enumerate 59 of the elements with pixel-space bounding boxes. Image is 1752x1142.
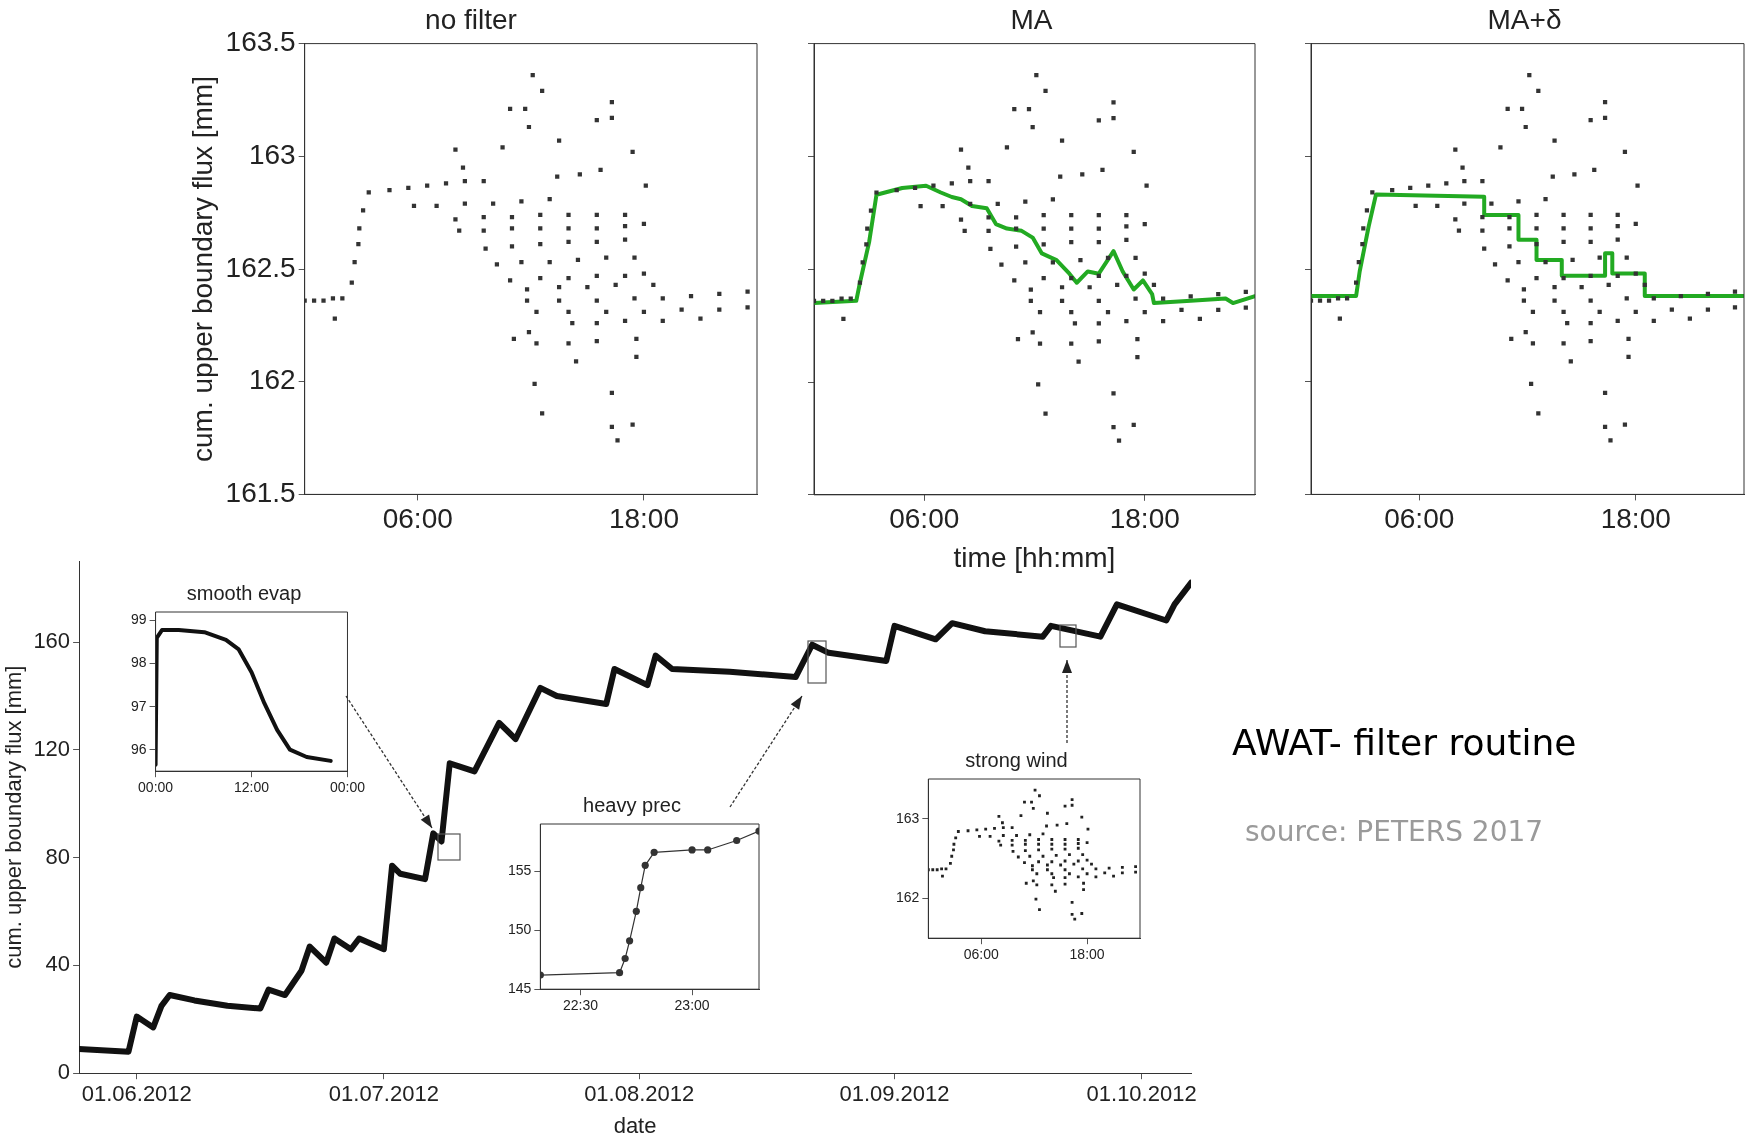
- x-tick-label: 01.09.2012: [839, 1081, 950, 1107]
- y-tick-label: 120: [33, 735, 71, 761]
- x-tick-label: 18:00: [1069, 946, 1105, 963]
- x-tick-label: 22:30: [562, 997, 599, 1014]
- x-tick-label: 01.08.2012: [584, 1081, 695, 1107]
- y-tick-label: 162.5: [225, 251, 296, 283]
- y-axis-title: cum. upper boundary flux [mm]: [186, 76, 218, 462]
- point: [733, 836, 741, 845]
- y-tick-label: 161.5: [225, 477, 296, 509]
- chart-title: no filter: [425, 3, 517, 35]
- point: [626, 937, 634, 945]
- point: [615, 969, 624, 977]
- x-tick-label: 18:00: [1600, 502, 1671, 534]
- y-tick-label: 99: [130, 611, 147, 628]
- x-tick-label: 18:00: [1109, 503, 1180, 535]
- point: [650, 848, 658, 856]
- point: [704, 846, 712, 854]
- x-tick-label: 01.07.2012: [328, 1081, 439, 1107]
- point: [637, 884, 645, 892]
- x-axis-title: time [hh:mm]: [953, 541, 1116, 573]
- x-tick-label: 00:00: [329, 779, 366, 796]
- chart-title: MA: [1010, 3, 1053, 35]
- source-note: source: PETERS 2017: [1245, 815, 1544, 848]
- text: AWAT- filter routine: [1232, 722, 1577, 763]
- x-tick-label: 06:00: [963, 946, 999, 963]
- x-tick-label: 06:00: [382, 502, 453, 534]
- x-tick-label: 12:00: [234, 779, 270, 796]
- y-tick-label: 163: [896, 809, 920, 826]
- y-tick-label: 0: [57, 1059, 71, 1085]
- y-tick-label: 163: [248, 139, 296, 171]
- y-tick-label: 162: [896, 889, 920, 906]
- y-tick-label: 160: [33, 628, 71, 654]
- point: [641, 861, 649, 869]
- y-tick-label: 40: [45, 951, 71, 977]
- y-tick-label: 155: [508, 862, 532, 879]
- chart-title: heavy prec: [583, 793, 681, 816]
- y-tick-label: 150: [508, 921, 532, 938]
- x-tick-label: 00:00: [138, 779, 174, 796]
- y-tick-label: 163.5: [225, 26, 296, 58]
- y-tick-label: 145: [508, 980, 532, 997]
- x-tick-label: 06:00: [1384, 502, 1455, 534]
- y-tick-label: 98: [130, 654, 147, 671]
- x-tick-label: 01.10.2012: [1086, 1081, 1197, 1107]
- y-tick-label: 97: [130, 697, 147, 714]
- point: [632, 907, 640, 915]
- y-tick-label: 96: [130, 740, 147, 757]
- x-tick-label: 18:00: [608, 502, 679, 534]
- point: [621, 954, 629, 963]
- x-axis-title: date: [613, 1112, 657, 1138]
- chart-title: MA+δ: [1487, 3, 1562, 35]
- chart-title: strong wind: [965, 748, 1068, 771]
- y-axis-title: cum. upper boundary flux [mm]: [1, 665, 27, 969]
- y-tick-label: 162: [248, 364, 296, 396]
- x-tick-label: 06:00: [889, 503, 960, 535]
- y-tick-label: 80: [45, 843, 71, 869]
- x-tick-label: 23:00: [674, 997, 710, 1014]
- x-tick-label: 01.06.2012: [81, 1081, 192, 1107]
- point: [688, 846, 696, 854]
- chart-title: smooth evap: [186, 581, 302, 604]
